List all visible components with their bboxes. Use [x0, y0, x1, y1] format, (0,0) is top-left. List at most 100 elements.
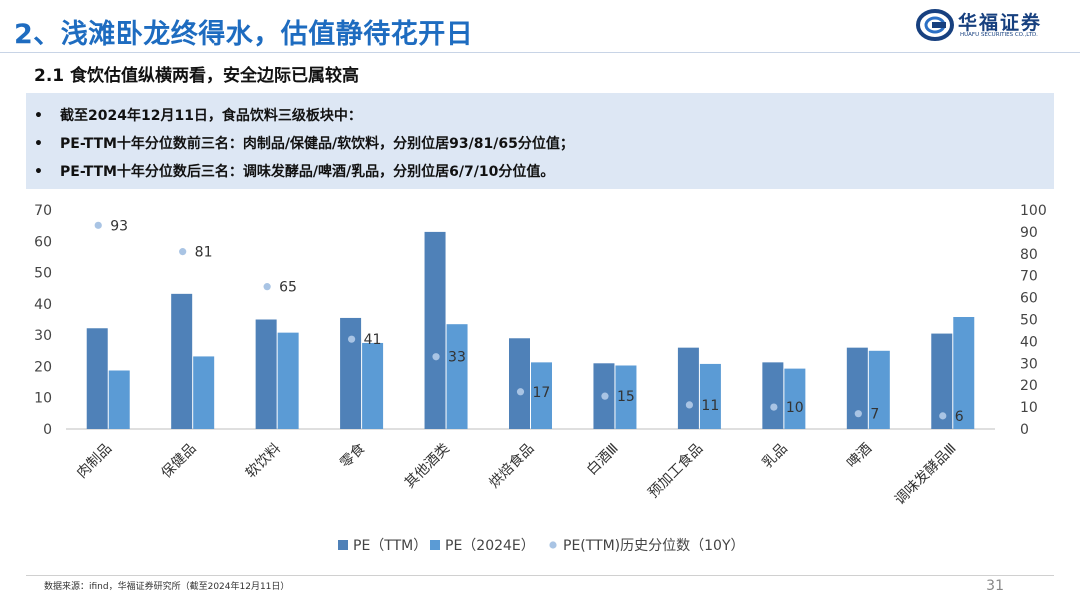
y-left-tick-label: 60	[34, 234, 52, 250]
info-text-1: 截至2024年12月11日，食品饮料三级板块中：	[60, 108, 362, 124]
legend-label: PE（2024E）	[445, 538, 535, 554]
percentile-point	[263, 283, 271, 291]
logo-emblem-icon	[916, 9, 954, 41]
y-right-tick-label: 80	[1020, 247, 1038, 263]
bar-pe-2024e	[699, 363, 721, 429]
info-text-3: PE-TTM十年分位数后三名：调味发酵品/啤酒/乳品，分别位居6/7/10分位值…	[60, 164, 555, 180]
logo-subtitle: HUAFU SECURITIES CO.,LTD.	[960, 32, 1038, 38]
y-left-tick-label: 20	[34, 359, 52, 375]
bar-pe-2024e	[531, 362, 552, 429]
y-left-tick-label: 10	[34, 391, 52, 407]
footer-divider	[26, 575, 1054, 576]
percentile-label: 7	[870, 407, 879, 423]
percentile-label: 33	[448, 350, 466, 366]
percentile-label: 81	[195, 245, 213, 261]
info-line-3: • PE-TTM十年分位数后三名：调味发酵品/啤酒/乳品，分别位居6/7/10分位…	[34, 161, 554, 181]
logo-name: 华福证券	[958, 12, 1043, 34]
bar-pe-2024e	[362, 342, 384, 429]
percentile-label: 17	[533, 385, 551, 401]
bar-pe-2024e	[108, 370, 130, 429]
bar-pe-ttm	[171, 293, 193, 429]
percentile-point	[432, 353, 440, 361]
bar-pe-ttm	[255, 319, 277, 429]
category-label: 调味发酵品Ⅲ	[892, 441, 960, 509]
category-label: 其他酒类	[402, 441, 453, 492]
category-label: 白酒Ⅲ	[584, 441, 622, 479]
percentile-point	[770, 403, 778, 411]
bullet: •	[34, 136, 43, 152]
y-right-tick-label: 20	[1020, 378, 1038, 394]
y-right-tick-label: 60	[1020, 291, 1038, 307]
bar-pe-ttm	[846, 347, 868, 429]
category-label: 软饮料	[243, 441, 284, 482]
category-label: 保健品	[158, 441, 199, 482]
y-right-tick-label: 90	[1020, 225, 1038, 241]
y-right-tick-label: 50	[1020, 313, 1038, 329]
pe-chart: 0 10 20 30 40 50 60 70 0 10 20 30 40 50 60 70 80 90 100 93 肉…	[34, 203, 1047, 554]
y-right-tick-label: 100	[1020, 203, 1047, 219]
percentile-point	[94, 221, 102, 229]
percentile-point	[179, 248, 187, 256]
category-label: 啤酒	[844, 441, 875, 472]
y-right-tick-label: 70	[1020, 269, 1038, 285]
y-left-tick-label: 70	[34, 203, 52, 219]
legend-swatch	[430, 540, 440, 550]
legend-swatch	[549, 541, 557, 549]
percentile-label: 93	[110, 218, 128, 234]
bar-pe-ttm	[677, 347, 699, 429]
percentile-label: 11	[701, 398, 719, 414]
y-right-tick-label: 0	[1020, 422, 1029, 438]
page-title: 2、浅滩卧龙终得水，估值静待花开日	[14, 19, 474, 50]
info-line-2: • PE-TTM十年分位数前三名：肉制品/保健品/软饮料，分别位居93/81/65…	[34, 133, 574, 153]
y-left-tick-label: 0	[43, 422, 52, 438]
bullet: •	[34, 164, 43, 180]
y-left-tick-label: 40	[34, 297, 52, 313]
legend-swatch	[338, 540, 348, 550]
y-right-tick-label: 30	[1020, 356, 1038, 372]
bar-pe-ttm	[762, 362, 784, 429]
bar-pe-2024e	[615, 365, 637, 429]
y-right-tick-label: 40	[1020, 334, 1038, 350]
bar-pe-ttm	[931, 333, 953, 429]
percentile-point	[601, 392, 609, 400]
bar-pe-ttm	[424, 231, 446, 429]
bar-pe-2024e	[868, 350, 890, 429]
page-number: 31	[986, 578, 1004, 594]
percentile-label: 15	[617, 389, 635, 405]
header-divider	[0, 52, 1080, 53]
percentile-point	[347, 335, 356, 343]
percentile-label: 6	[955, 409, 964, 425]
bullet: •	[34, 108, 43, 124]
percentile-label: 41	[364, 332, 382, 348]
category-label: 烘焙食品	[486, 440, 538, 492]
info-text-2: PE-TTM十年分位数前三名：肉制品/保健品/软饮料，分别位居93/81/65分…	[60, 136, 574, 152]
bar-pe-2024e	[953, 316, 975, 429]
percentile-point	[854, 410, 862, 418]
bar-pe-2024e	[277, 332, 299, 429]
bar-pe-ttm	[340, 317, 362, 429]
percentile-point	[939, 412, 947, 420]
y-left-tick-label: 30	[34, 328, 52, 344]
section-subtitle: 2.1 食饮估值纵横两看，安全边际已属较高	[34, 66, 360, 86]
category-label: 乳品	[760, 441, 791, 472]
bar-pe-2024e	[446, 324, 468, 429]
bar-pe-2024e	[784, 368, 806, 429]
legend-label: PE（TTM）	[353, 538, 427, 554]
bar-pe-ttm	[509, 338, 530, 429]
percentile-point	[685, 401, 694, 409]
percentile-label: 65	[279, 280, 297, 296]
percentile-point	[516, 388, 525, 396]
data-source: 数据来源：ifind，华福证券研究所（截至2024年12月11日）	[44, 582, 290, 592]
bar-pe-2024e	[193, 356, 215, 429]
y-right-tick-label: 10	[1020, 400, 1038, 416]
company-logo: 华福证券 HUAFU SECURITIES CO.,LTD.	[916, 8, 1046, 42]
category-label: 零食	[337, 440, 369, 472]
percentile-label: 10	[786, 400, 804, 416]
category-label: 预加工食品	[645, 440, 707, 502]
info-line-1: • 截至2024年12月11日，食品饮料三级板块中：	[34, 105, 362, 125]
info-box: • 截至2024年12月11日，食品饮料三级板块中： • PE-TTM十年分位数前三…	[26, 93, 1054, 189]
legend-label: PE(TTM)历史分位数（10Y）	[563, 538, 745, 554]
category-label: 肉制品	[74, 441, 115, 482]
bar-pe-ttm	[86, 328, 108, 429]
y-left-tick-label: 50	[34, 266, 52, 282]
